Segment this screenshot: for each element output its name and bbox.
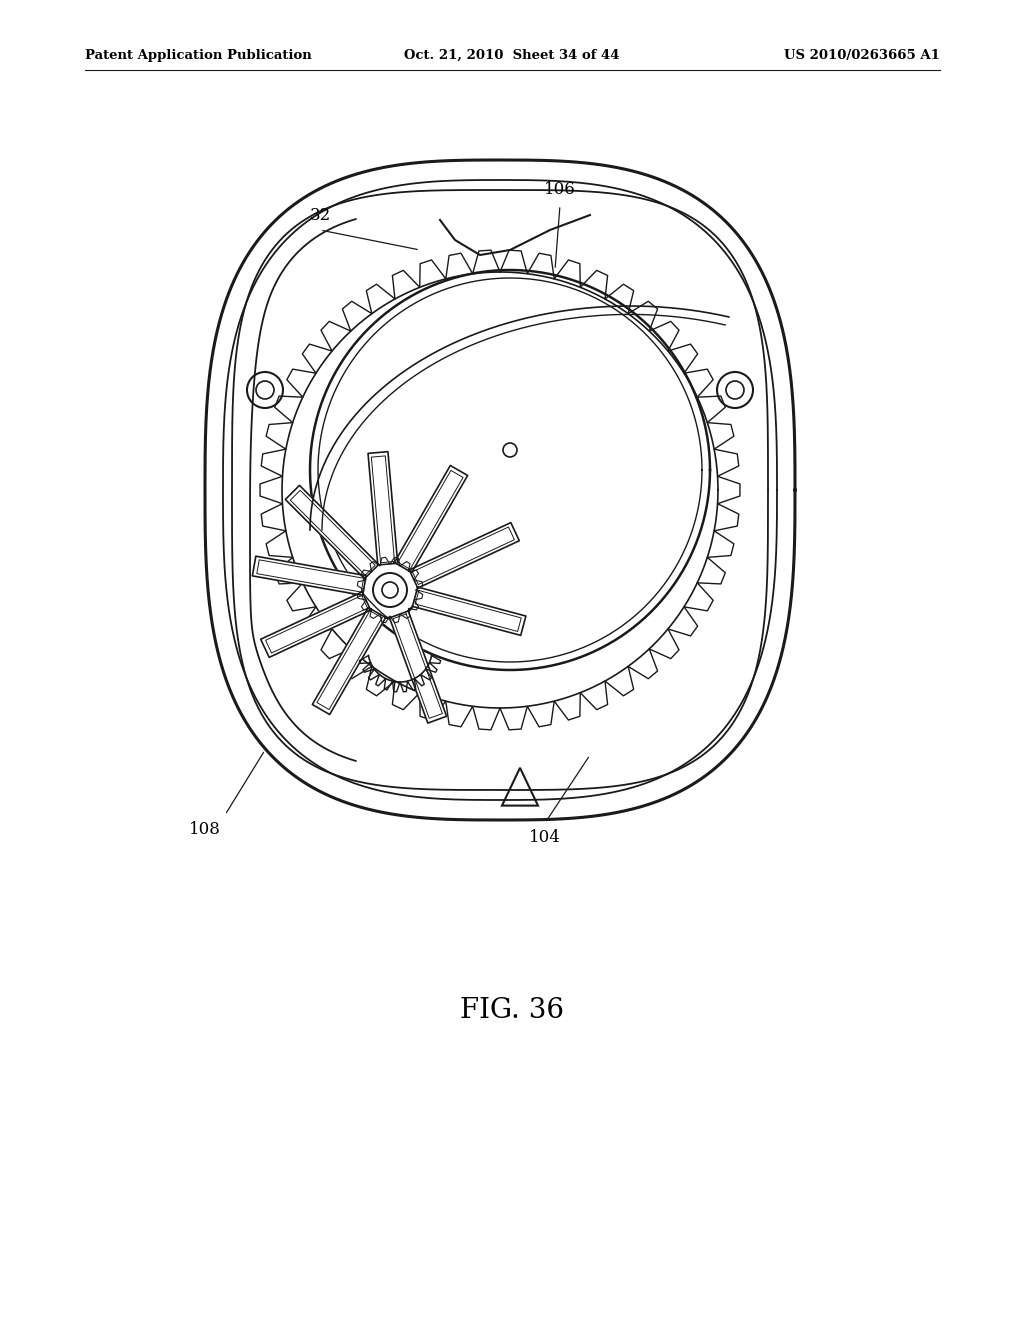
Polygon shape [413,587,526,635]
Text: 104: 104 [529,829,561,846]
Text: US 2010/0263665 A1: US 2010/0263665 A1 [784,49,940,62]
Polygon shape [261,591,371,657]
Text: Oct. 21, 2010  Sheet 34 of 44: Oct. 21, 2010 Sheet 34 of 44 [404,49,620,62]
Polygon shape [368,451,397,565]
Polygon shape [410,523,519,589]
Polygon shape [394,466,468,573]
Polygon shape [286,486,379,578]
Polygon shape [389,611,446,723]
Polygon shape [312,607,386,714]
Text: FIG. 36: FIG. 36 [460,997,564,1023]
Polygon shape [252,556,367,595]
Text: 106: 106 [544,181,575,198]
Text: 108: 108 [189,821,221,838]
Text: 32: 32 [309,206,331,223]
Text: Patent Application Publication: Patent Application Publication [85,49,311,62]
